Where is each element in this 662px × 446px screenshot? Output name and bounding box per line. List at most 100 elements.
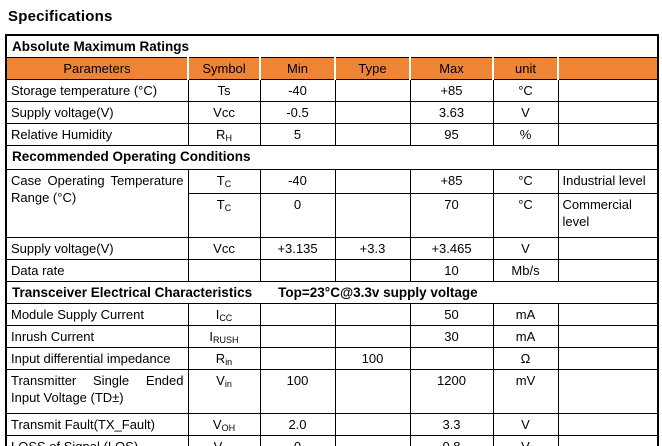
unit-cell: °C bbox=[492, 169, 559, 194]
type-cell bbox=[334, 303, 411, 326]
param-cell: Transmitter Single Ended Input Voltage (… bbox=[5, 369, 189, 414]
min-cell: +3.135 bbox=[259, 237, 336, 260]
note-cell: Commercial level bbox=[557, 193, 659, 238]
min-cell bbox=[259, 325, 336, 348]
type-cell: +3.3 bbox=[334, 237, 411, 260]
type-cell: 100 bbox=[334, 347, 411, 370]
min-cell: -0.5 bbox=[259, 101, 336, 124]
min-cell: 0 bbox=[259, 193, 336, 238]
table-row-relative-humidity: Relative Humidity RH 5 95 % bbox=[5, 123, 659, 146]
table-row-inrush-current: Inrush Current IRUSH 30 mA bbox=[5, 325, 659, 348]
max-cell: +85 bbox=[409, 169, 494, 194]
note-cell bbox=[557, 303, 659, 326]
min-cell: -40 bbox=[259, 79, 336, 102]
max-cell: 95 bbox=[409, 123, 494, 146]
col-header-min: Min bbox=[259, 57, 336, 80]
max-cell bbox=[409, 347, 494, 370]
param-cell: Relative Humidity bbox=[5, 123, 189, 146]
note-cell: Industrial level bbox=[557, 169, 659, 194]
param-cell: Case Operating Temperature Range (°C) bbox=[5, 169, 189, 238]
min-cell: 0 bbox=[259, 435, 336, 446]
unit-cell: Mb/s bbox=[492, 259, 559, 282]
table-row-data-rate: Data rate 10 Mb/s bbox=[5, 259, 659, 282]
param-cell: Input differential impedance bbox=[5, 347, 189, 370]
symbol-cell: Vcc bbox=[187, 237, 261, 260]
table-row-transmitter-input-voltage: Transmitter Single Ended Input Voltage (… bbox=[5, 369, 659, 414]
note-cell bbox=[557, 347, 659, 370]
param-cell: Supply voltage(V) bbox=[5, 237, 189, 260]
max-cell: 3.3 bbox=[409, 413, 494, 436]
table-row-transmit-fault: Transmit Fault(TX_Fault) VOH 2.0 3.3 V bbox=[5, 413, 659, 436]
symbol-cell: Ts bbox=[187, 79, 261, 102]
note-cell bbox=[557, 259, 659, 282]
type-cell bbox=[334, 79, 411, 102]
type-cell bbox=[334, 169, 411, 194]
table-row-case-temp-commercial: TC 0 70 °C Commercial level bbox=[6, 193, 659, 238]
param-cell: Inrush Current bbox=[5, 325, 189, 348]
min-cell bbox=[259, 347, 336, 370]
symbol-cell: TC bbox=[187, 193, 261, 238]
symbol-cell: ICC bbox=[187, 303, 261, 326]
col-header-unit: unit bbox=[492, 57, 559, 80]
unit-cell: Ω bbox=[492, 347, 559, 370]
max-cell: 0.8 bbox=[409, 435, 494, 446]
min-cell bbox=[259, 303, 336, 326]
section-title: Transceiver Electrical Characteristics bbox=[12, 285, 253, 300]
unit-cell: °C bbox=[492, 79, 559, 102]
note-cell bbox=[557, 325, 659, 348]
max-cell: 30 bbox=[409, 325, 494, 348]
note-cell bbox=[557, 123, 659, 146]
section-subtitle: Top=23°C@3.3v supply voltage bbox=[278, 285, 478, 300]
max-cell: 10 bbox=[409, 259, 494, 282]
param-cell: Transmit Fault(TX_Fault) bbox=[5, 413, 189, 436]
param-cell: Supply voltage(V) bbox=[5, 101, 189, 124]
col-header-max: Max bbox=[409, 57, 494, 80]
unit-cell: % bbox=[492, 123, 559, 146]
section-absolute-maximum-ratings: Absolute Maximum Ratings bbox=[5, 34, 659, 58]
unit-cell: V bbox=[492, 413, 559, 436]
max-cell: 1200 bbox=[409, 369, 494, 414]
min-cell bbox=[259, 259, 336, 282]
col-header-type: Type bbox=[334, 57, 411, 80]
symbol-cell: Vcc bbox=[187, 101, 261, 124]
type-cell bbox=[334, 413, 411, 436]
param-cell: Data rate bbox=[5, 259, 189, 282]
section-title: Recommended Operating Conditions bbox=[5, 145, 659, 170]
unit-cell: V bbox=[492, 237, 559, 260]
max-cell: 50 bbox=[409, 303, 494, 326]
unit-cell: mA bbox=[492, 325, 559, 348]
unit-cell: mV bbox=[492, 369, 559, 414]
col-header-parameters: Parameters bbox=[5, 57, 189, 80]
note-cell bbox=[557, 79, 659, 102]
param-cell: Storage temperature (°C) bbox=[5, 79, 189, 102]
min-cell: 100 bbox=[259, 369, 336, 414]
type-cell bbox=[334, 435, 411, 446]
type-cell bbox=[334, 193, 411, 238]
table-row-storage-temperature: Storage temperature (°C) Ts -40 +85 °C bbox=[5, 79, 659, 102]
type-cell bbox=[334, 325, 411, 348]
symbol-cell bbox=[187, 259, 261, 282]
table-row-module-supply-current: Module Supply Current ICC 50 mA bbox=[5, 303, 659, 326]
column-header-row: Parameters Symbol Min Type Max unit bbox=[5, 57, 660, 80]
unit-cell: mA bbox=[492, 303, 559, 326]
symbol-cell: RH bbox=[187, 123, 261, 146]
note-cell bbox=[557, 435, 659, 446]
type-cell bbox=[334, 101, 411, 124]
specifications-table: Absolute Maximum Ratings Parameters Symb… bbox=[5, 34, 660, 446]
symbol-cell: Vin bbox=[187, 369, 261, 414]
unit-cell: V bbox=[492, 101, 559, 124]
col-header-symbol: Symbol bbox=[187, 57, 261, 80]
table-row-supply-voltage-abs: Supply voltage(V) Vcc -0.5 3.63 V bbox=[5, 101, 659, 124]
min-cell: -40 bbox=[259, 169, 336, 194]
unit-cell: °C bbox=[492, 193, 559, 238]
symbol-cell: TC bbox=[187, 169, 261, 194]
max-cell: 70 bbox=[409, 193, 494, 238]
type-cell bbox=[334, 369, 411, 414]
max-cell: +3.465 bbox=[409, 237, 494, 260]
param-cell: Module Supply Current bbox=[5, 303, 189, 326]
unit-cell: V bbox=[492, 435, 559, 446]
param-cell: LOSS of Signal (LOS) bbox=[5, 435, 189, 446]
min-cell: 5 bbox=[259, 123, 336, 146]
symbol-cell: VOH bbox=[187, 413, 261, 436]
